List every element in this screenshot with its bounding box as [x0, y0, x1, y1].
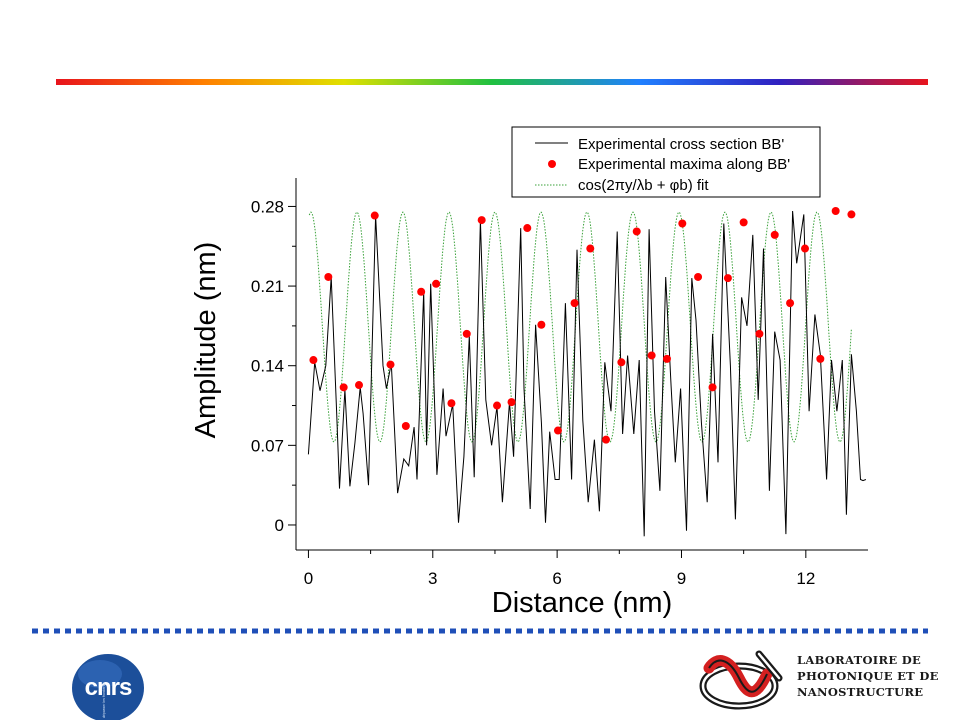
maximum-point: [553, 426, 562, 435]
maximum-point: [786, 299, 795, 308]
maximum-point: [723, 274, 732, 283]
y-tick-label: 0.21: [251, 277, 284, 296]
cnrs-logo-text: cnrs: [85, 674, 132, 701]
lab-name: LABORATOIRE DE PHOTONIQUE ET DE NANOSTRU…: [797, 652, 939, 700]
legend-label-fit: cos(2πy/λb + φb) fit: [578, 177, 709, 194]
y-axis-tick-labels: 0 0.07 0.14 0.21 0.28: [251, 197, 284, 535]
x-tick-label: 6: [552, 569, 561, 588]
maximum-point: [324, 272, 333, 281]
maximum-point: [602, 435, 611, 444]
maximum-point: [847, 210, 856, 219]
maximum-point: [355, 381, 364, 390]
rainbow-header-bar: [56, 79, 928, 85]
x-axis-ticks: [307, 550, 807, 558]
lpn-logo: [699, 650, 783, 710]
y-axis-label: Amplitude (nm): [190, 242, 222, 439]
maximum-point: [632, 227, 641, 236]
maximum-point: [662, 354, 671, 363]
maximum-point: [370, 211, 379, 220]
maximum-point: [417, 287, 426, 296]
maximum-point: [309, 356, 318, 365]
y-tick-label: 0.14: [251, 357, 284, 376]
cross-section-line: [307, 210, 867, 537]
legend-swatch-maxima: [548, 160, 556, 168]
y-tick-label: 0.07: [251, 436, 284, 455]
x-tick-label: 12: [796, 569, 815, 588]
x-axis-label: Distance (nm): [492, 587, 673, 619]
maximum-point: [523, 224, 532, 233]
y-tick-label: 0: [275, 516, 284, 535]
maximum-point: [617, 358, 626, 367]
x-tick-label: 9: [677, 569, 686, 588]
maximum-point: [477, 216, 486, 225]
maximum-point: [586, 244, 595, 253]
y-tick-label: 0.28: [251, 197, 284, 216]
maximum-point: [507, 398, 516, 407]
x-axis-tick-labels: 0 3 6 9 12: [304, 569, 816, 588]
cross-section-series: [307, 210, 867, 537]
maximum-point: [800, 244, 809, 253]
legend: Experimental cross section BB' Experimen…: [511, 126, 821, 198]
x-tick-label: 3: [428, 569, 437, 588]
maximum-point: [537, 320, 546, 329]
lab-name-line-2: PHOTONIQUE ET DE: [797, 669, 939, 683]
lab-name-line-1: LABORATOIRE DE: [797, 653, 922, 667]
y-axis-ticks: [288, 205, 296, 526]
plot-frame: [295, 178, 868, 551]
legend-label-cross-section: Experimental cross section BB': [578, 136, 784, 153]
fit-curve: [308, 211, 852, 443]
fit-series: [308, 211, 852, 443]
maximum-point: [770, 230, 779, 239]
legend-label-maxima: Experimental maxima along BB': [578, 156, 790, 173]
maximum-point: [816, 354, 825, 363]
maximum-point: [739, 218, 748, 227]
maximum-point: [647, 351, 656, 360]
maximum-point: [493, 401, 502, 410]
maximum-point: [432, 279, 441, 288]
maximum-point: [678, 219, 687, 228]
maximum-point: [386, 360, 395, 369]
maximum-point: [339, 383, 348, 392]
maximum-point: [708, 383, 717, 392]
maximum-point: [694, 272, 703, 281]
dotted-footer-rule: [32, 628, 928, 634]
maximum-point: [570, 299, 579, 308]
cnrs-logo-subtext: dépasser les frontières: [102, 682, 106, 718]
maxima-series: [309, 206, 856, 444]
lab-name-line-3: NANOSTRUCTURE: [797, 685, 924, 699]
cnrs-logo: cnrs dépasser les frontières: [72, 654, 144, 720]
x-tick-label: 0: [304, 569, 313, 588]
maximum-point: [447, 399, 456, 408]
maximum-point: [831, 206, 840, 215]
maximum-point: [462, 329, 471, 338]
maximum-point: [401, 422, 410, 430]
maximum-point: [755, 329, 764, 338]
